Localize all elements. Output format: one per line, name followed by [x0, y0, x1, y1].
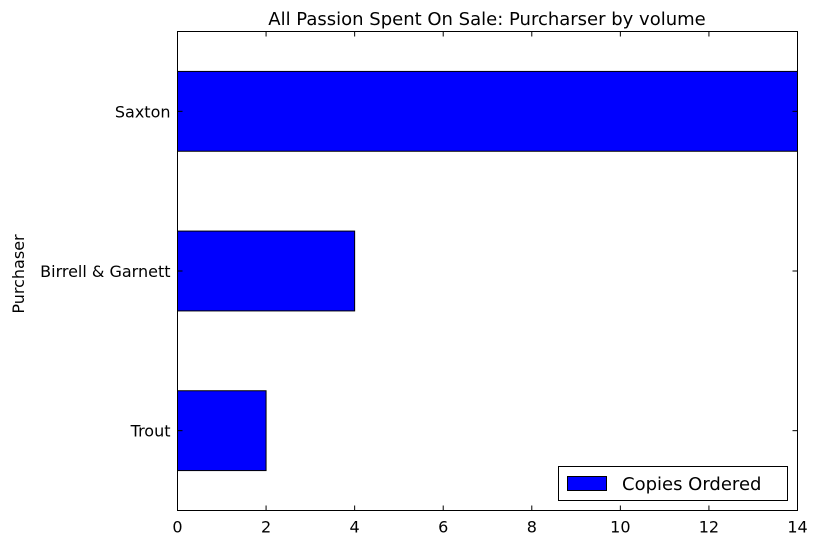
y-axis-label: Purchaser: [9, 234, 28, 314]
bar-birrell-garnett: [177, 230, 356, 312]
legend-label: Copies Ordered: [622, 474, 761, 495]
bar-trout: [177, 390, 267, 472]
x-tick-label: 6: [438, 518, 448, 537]
x-tick-label: 10: [610, 518, 630, 537]
x-tick-label: 2: [261, 518, 271, 537]
x-tick-label: 14: [787, 518, 807, 537]
y-tick-label: Saxton: [115, 102, 171, 121]
x-tick-label: 12: [699, 518, 719, 537]
y-tick-label: Trout: [130, 422, 171, 441]
x-ticks-group: 0 2 4 6 8 10 12 14: [172, 31, 808, 537]
bars-group: [177, 70, 798, 472]
plot-area-frame: [177, 31, 798, 511]
x-tick-label: 0: [172, 518, 182, 537]
legend-swatch: [567, 476, 607, 491]
chart-title: All Passion Spent On Sale: Purcharser by…: [268, 9, 705, 30]
y-tick-label: Birrell & Garnett: [40, 262, 170, 281]
y-ticks-group: Trout Birrell & Garnett Saxton: [40, 102, 798, 441]
legend: Copies Ordered: [558, 466, 788, 501]
bar-saxton: [177, 70, 798, 152]
x-tick-label: 4: [350, 518, 360, 537]
x-tick-label: 8: [527, 518, 537, 537]
